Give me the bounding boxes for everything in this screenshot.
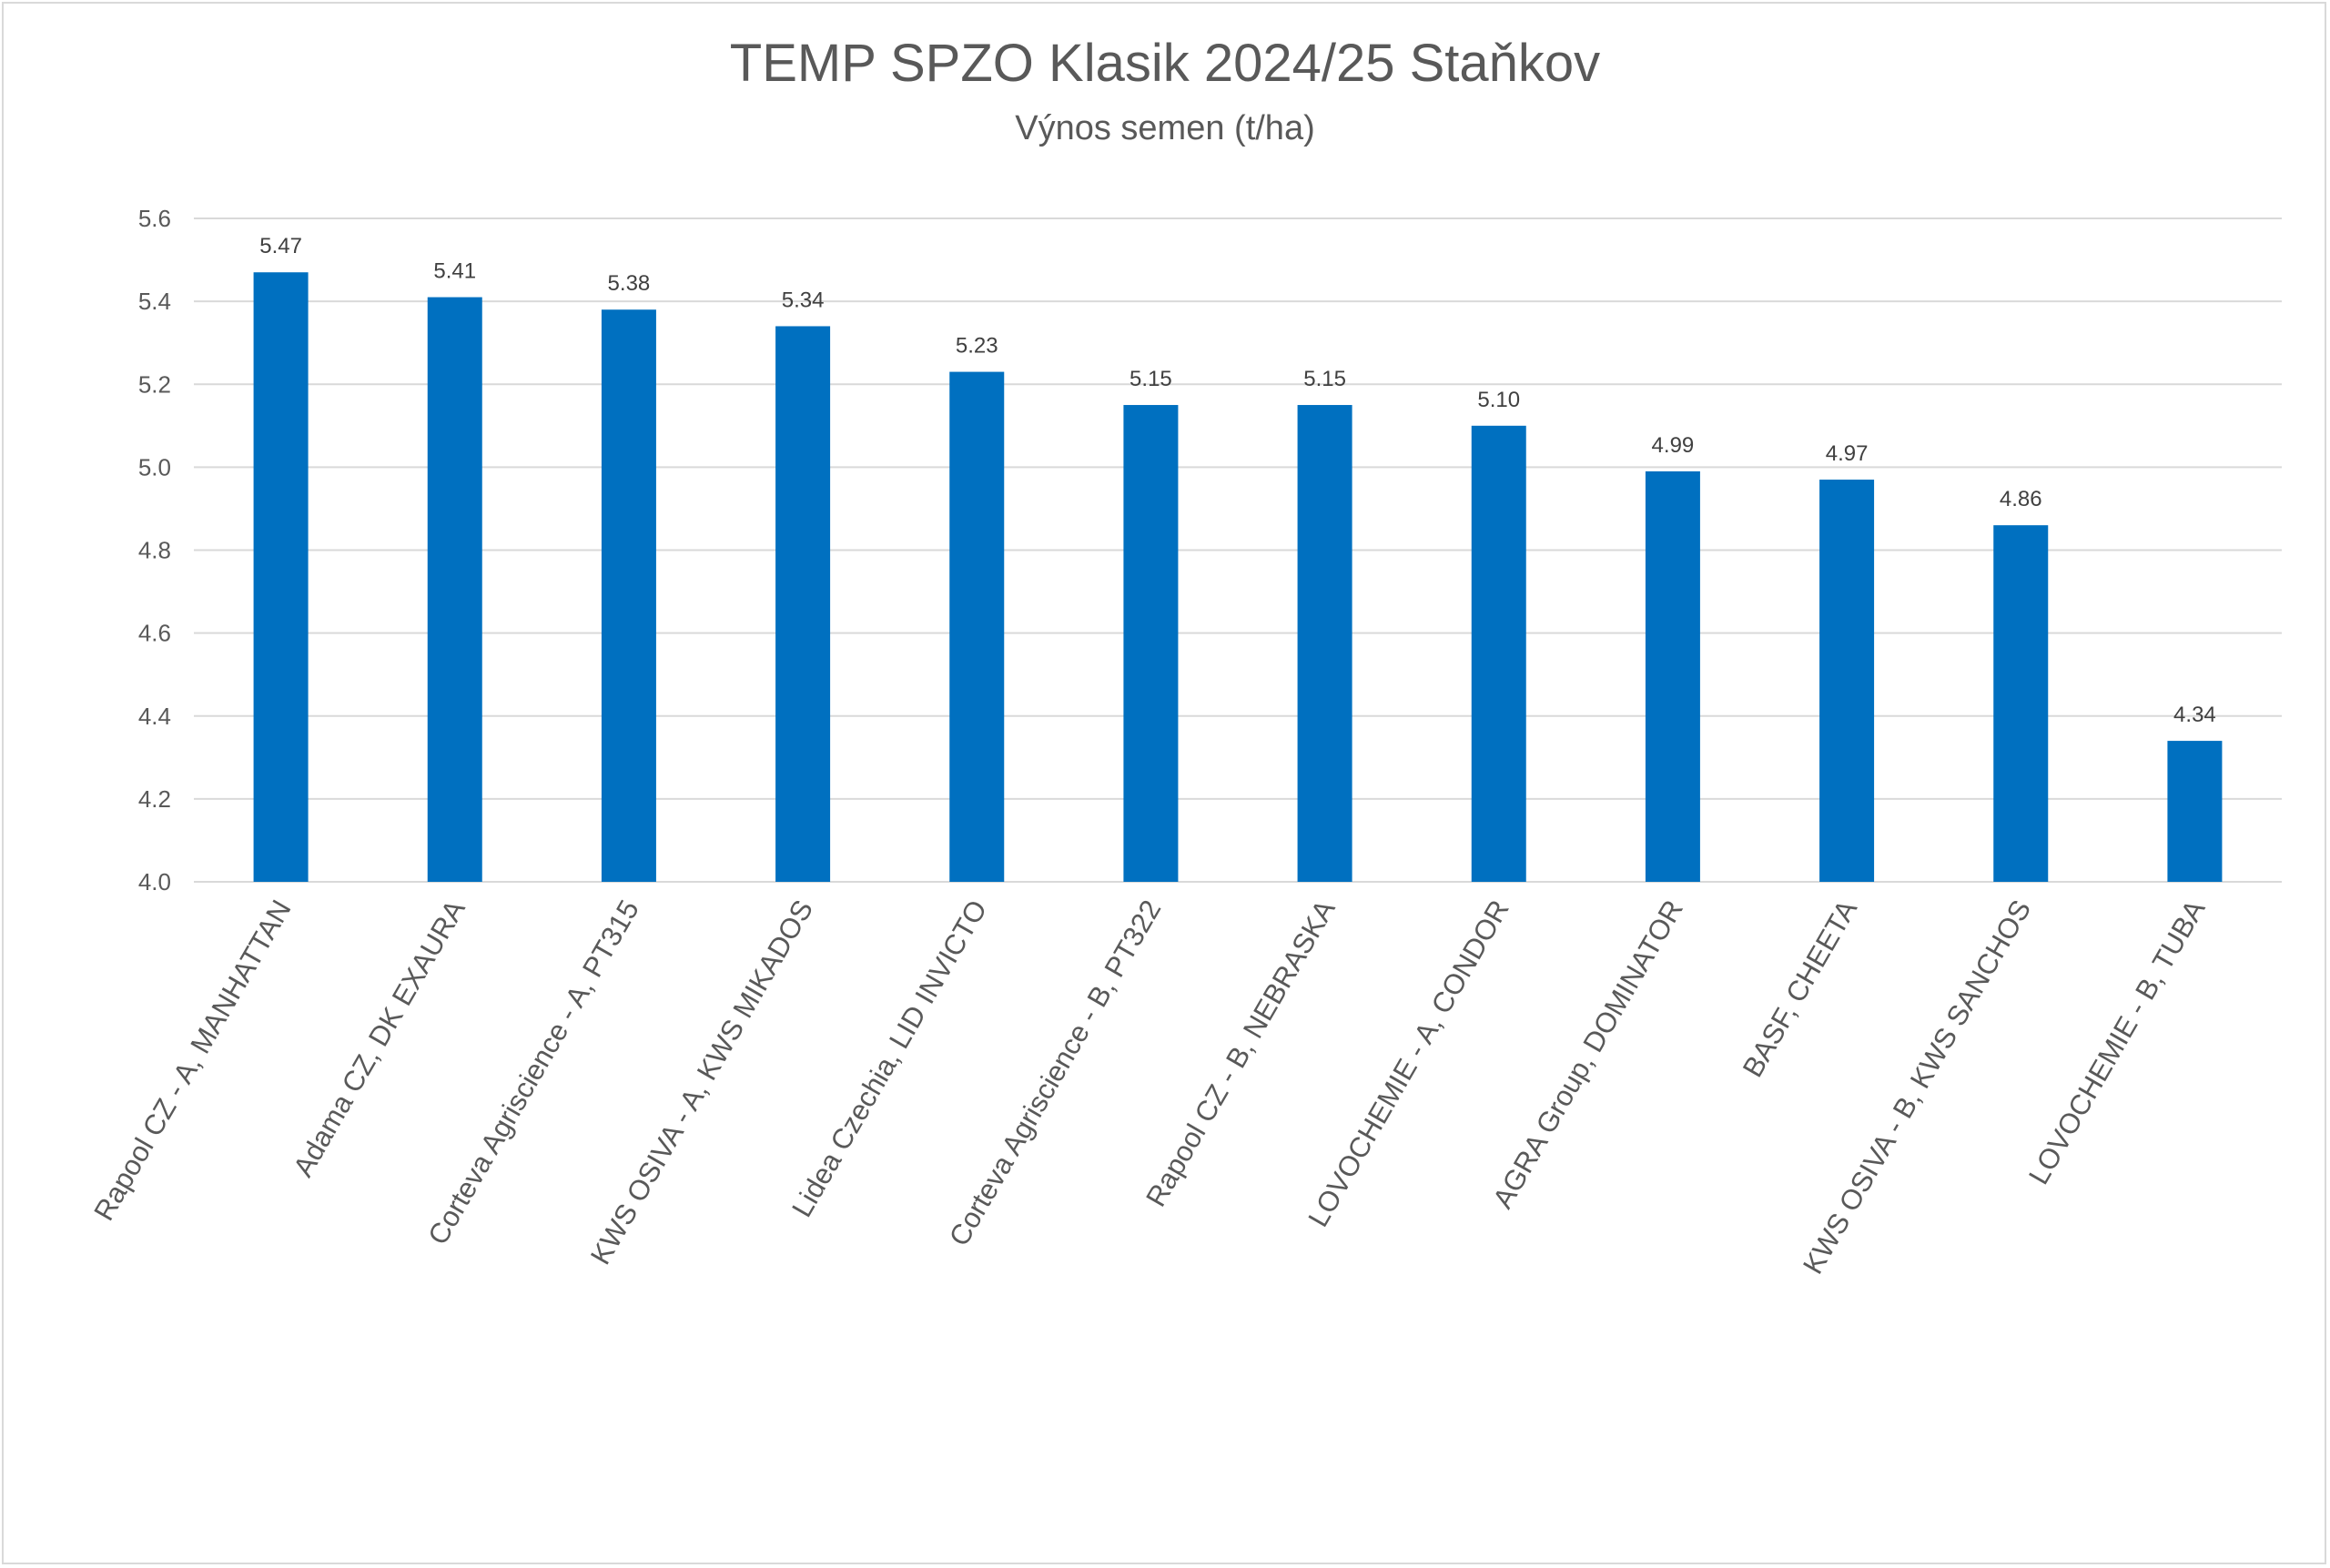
data-label: 5.15 [1303,367,1346,391]
data-label: 5.10 [1477,388,1520,412]
data-label: 4.97 [1826,441,1869,466]
bar [1123,405,1179,882]
category-label: Adama CZ, DK EXAURA [287,895,471,1182]
y-tick-label: 5.2 [138,370,171,398]
bar [949,371,1005,882]
chart-subtitle: Výnos semen (t/ha) [1015,109,1315,147]
category-label: Lidea Czechia, LID INVICTO [785,895,993,1222]
y-tick-label: 4.4 [138,703,171,730]
bar [1993,525,2049,882]
bar [1645,470,1700,882]
category-label: AGRA Group, DOMINATOR [1486,895,1689,1214]
category-label: Corteva Agriscience - A, PT315 [421,895,645,1250]
y-tick-label: 4.0 [138,868,171,895]
data-label: 4.99 [1652,433,1695,458]
data-label: 5.23 [956,334,998,359]
category-label: Rapool CZ - B, NEBRASKA [1140,895,1342,1212]
data-label: 4.86 [2000,487,2042,511]
y-tick-label: 5.4 [138,288,171,315]
data-label: 4.34 [2173,703,2216,727]
data-label: 5.34 [782,288,825,312]
chart-title: TEMP SPZO Klasik 2024/25 Staňkov [729,34,1601,93]
category-label: LOVOCHEMIE - A, CONDOR [1302,895,1514,1232]
y-tick-label: 4.2 [138,785,171,813]
bar [1819,480,1875,882]
bar [2167,741,2223,882]
y-tick-label: 5.0 [138,453,171,481]
bar [427,297,482,883]
bar [1471,425,1526,882]
category-label: Corteva Agriscience - B, PT322 [943,895,1168,1251]
data-label: 5.47 [259,234,302,258]
data-label: 5.38 [608,271,651,296]
data-label: 5.15 [1130,367,1172,391]
category-label: Rapool CZ - A, MANHATTAN [87,895,297,1226]
data-label: 5.41 [433,259,476,284]
bar [253,272,309,882]
y-tick-label: 5.6 [138,205,171,232]
y-tick-label: 4.6 [138,620,171,647]
category-label: BASF, CHEETA [1737,895,1864,1083]
bar [775,326,831,882]
bar [601,309,656,882]
y-tick-label: 4.8 [138,537,171,564]
category-label: LOVOCHEMIE - B, TUBA [2022,895,2212,1190]
bar [1297,405,1352,882]
